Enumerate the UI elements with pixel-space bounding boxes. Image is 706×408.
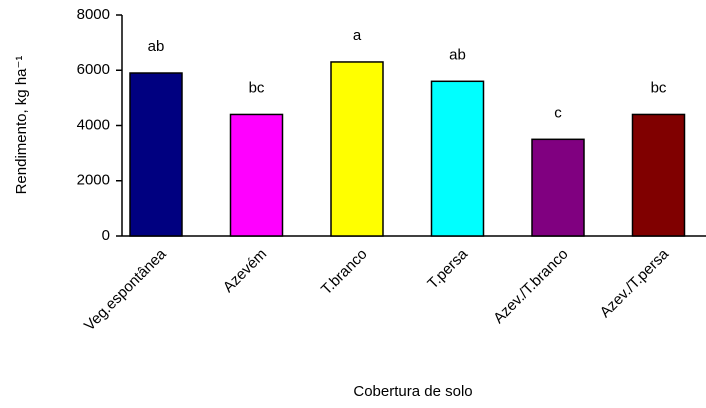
x-tick-label: Azev./T.persa [597, 245, 673, 321]
bar-annotation: ab [148, 38, 165, 55]
x-tick-label: Azev./T.branco [490, 246, 571, 327]
y-tick-label: 4000 [77, 116, 110, 133]
bar-annotation: c [554, 104, 562, 121]
x-tick-label: Azevém [220, 246, 270, 296]
bar [430, 80, 485, 237]
y-tick-label: 6000 [77, 61, 110, 78]
y-axis-label: Rendimento, kg ha⁻¹ [13, 56, 30, 195]
bar [330, 61, 384, 237]
x-axis-label: Cobertura de solo [353, 383, 472, 400]
bar-annotation: a [353, 27, 362, 44]
bar [531, 138, 585, 237]
x-tick-label: T.branco [318, 246, 371, 299]
bar-annotation: bc [249, 79, 265, 96]
bar [129, 72, 183, 237]
y-tick-label: 2000 [77, 172, 110, 189]
bar [631, 113, 686, 237]
bar-annotation: ab [449, 46, 466, 63]
bar-annotation: bc [651, 79, 667, 96]
y-tick-label: 0 [102, 227, 110, 244]
x-tick-label: T.persa [424, 245, 471, 292]
y-tick-label: 8000 [77, 6, 110, 23]
x-tick-label: Veg.espontânea [81, 245, 170, 334]
bar [229, 113, 284, 237]
